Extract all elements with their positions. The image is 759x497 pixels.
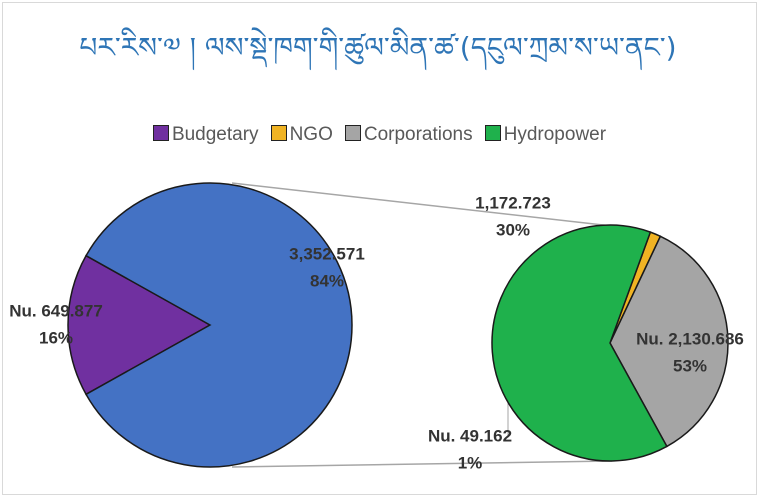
chart-title: པར་རིས་༧ ། ལས་སྡེ་ཁག་གི་ཚུལ་མིན་ཚ་(དངུལ་… [79,31,677,64]
data-label: Nu. 649.877 [9,301,103,320]
legend-entry: Corporations [344,124,473,146]
data-label: 3,352.571 [289,244,365,263]
legend: Budgetary NGO Corporations Hydropower [3,124,756,146]
connector-line [231,460,613,468]
pie-slice [491,224,668,462]
pie-slice [67,254,212,396]
data-label: 84% [310,271,344,290]
data-label: 16% [39,328,73,347]
legend-swatch [344,125,361,141]
pie-slice [85,182,353,468]
data-label: Nu. 2,130.686 [636,329,744,348]
data-label: 30% [496,220,530,239]
legend-label: Hydropower [503,124,607,145]
connector-line [231,182,613,227]
legend-entry: NGO [270,124,333,146]
data-label: 53% [673,356,707,375]
legend-label: Budgetary [171,124,259,145]
legend-entry: Budgetary [152,124,259,146]
data-label: 1% [458,453,483,472]
data-label: 1,172.723 [475,193,551,212]
data-label: Nu. 49.162 [428,426,512,445]
legend-swatch [270,125,287,141]
legend-label: Corporations [363,124,473,145]
legend-swatch [152,125,169,141]
legend-entry: Hydropower [484,124,607,146]
legend-label: NGO [289,124,333,145]
legend-swatch [484,125,501,141]
pie-slice [609,235,729,448]
